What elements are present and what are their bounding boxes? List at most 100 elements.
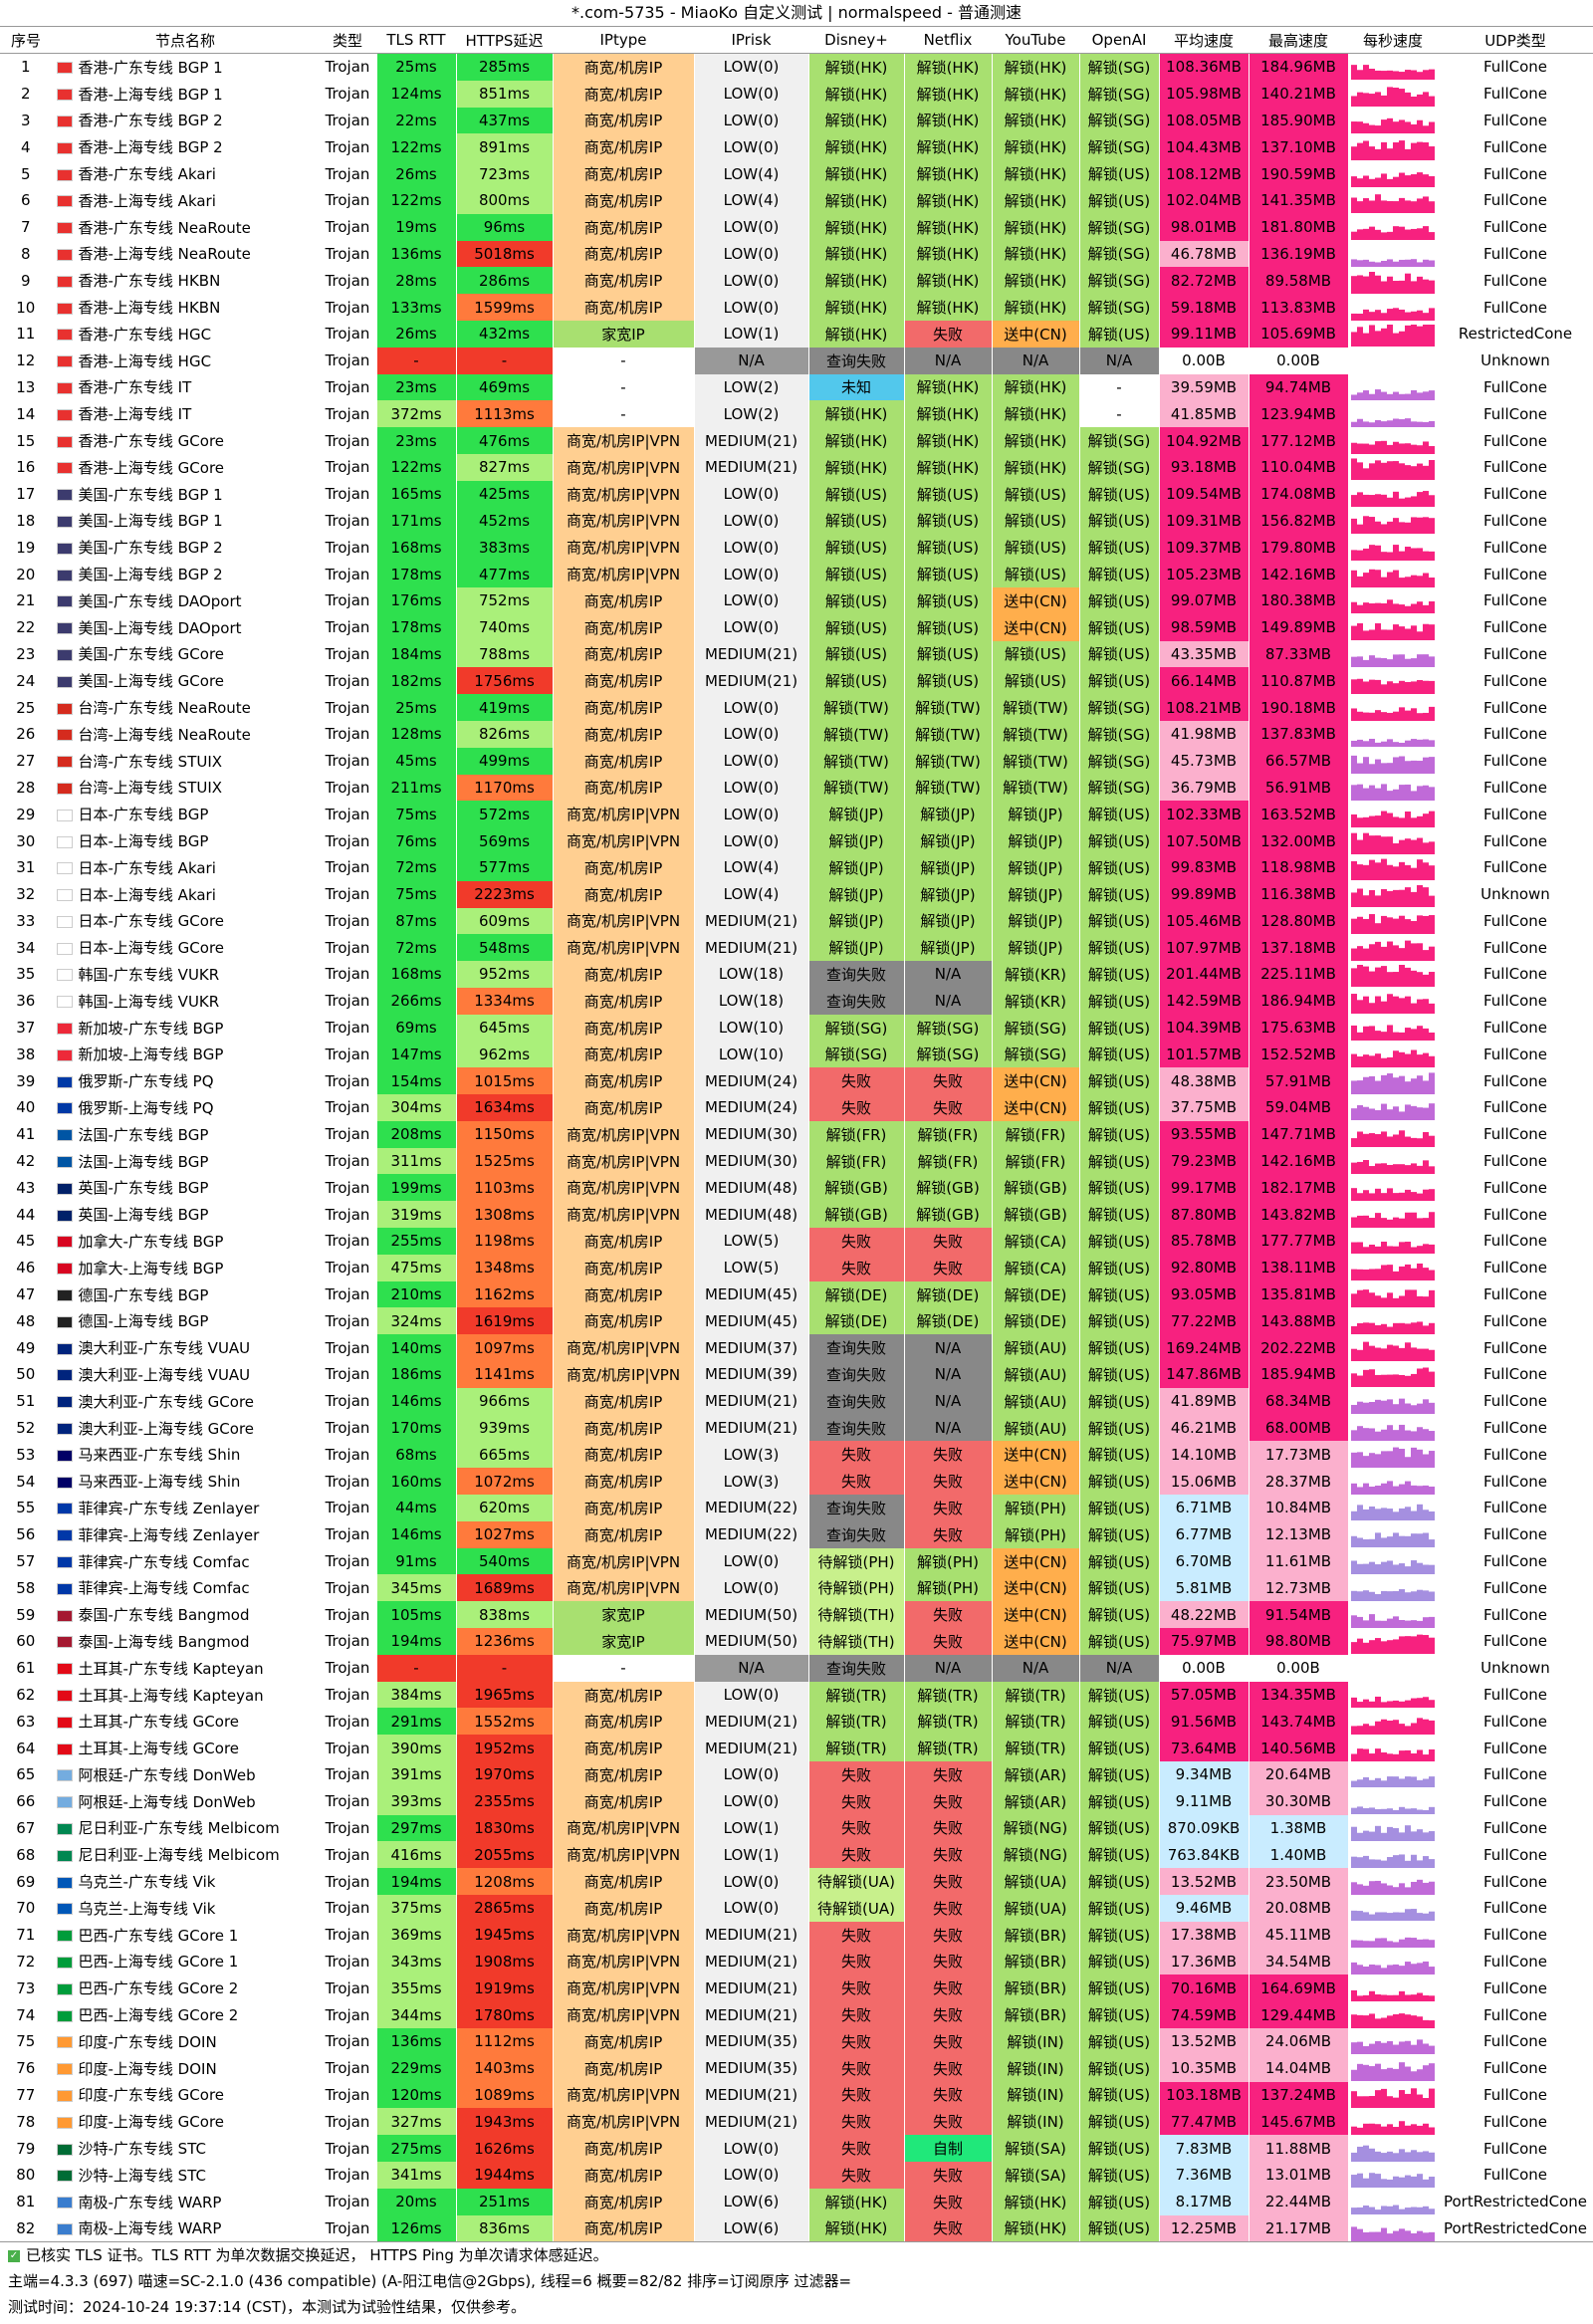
disney-status: 失败 (808, 1468, 905, 1496)
in-flag-icon (56, 2089, 73, 2102)
avg-speed-text: 36.79MB (1170, 778, 1238, 797)
speed-bar (1356, 70, 1363, 81)
row-index-text: 42 (16, 1152, 36, 1171)
speed-sparkline (1348, 1948, 1439, 1975)
node-name-text: 乌克兰-上海专线 Vik (78, 1899, 216, 1918)
youtube-status: 解锁(JP) (992, 801, 1080, 828)
youtube-status-text: 解锁(AR) (1004, 1765, 1067, 1784)
max-speed: 175.63MB (1249, 1014, 1349, 1042)
avg-speed-text: 6.71MB (1175, 1499, 1233, 1517)
udp-type-text: FullCone (1482, 137, 1548, 156)
speed-bar (1350, 1452, 1357, 1468)
max-speed: 20.64MB (1249, 1761, 1349, 1788)
node-name-text: 香港-上海专线 NeaRoute (78, 245, 251, 264)
speed-bar (1404, 2093, 1411, 2108)
netflix-status: 失败 (904, 1468, 993, 1496)
ip-type: 商宽/机房IP (553, 213, 695, 241)
speed-bar (1386, 739, 1393, 748)
speed-bar (1422, 1832, 1429, 1841)
row-index-text: 21 (16, 591, 36, 610)
netflix-status: 解锁(HK) (904, 400, 993, 428)
avg-speed-text: 6.70MB (1175, 1552, 1233, 1571)
node-name-text: 德国-广东专线 BGP (78, 1285, 209, 1304)
avg-speed: 104.39MB (1159, 1014, 1250, 1042)
speed-bar (1350, 2208, 1357, 2215)
youtube-status-text: 解锁(SG) (1004, 1019, 1067, 1038)
speed-bar (1350, 1348, 1357, 1361)
ip-risk-text: LOW(5) (723, 1232, 780, 1251)
netflix-status-text: 解锁(US) (916, 618, 980, 637)
avg-speed: 41.85MB (1159, 400, 1250, 428)
speed-bar (1350, 948, 1357, 961)
tls-rtt-text: 133ms (390, 298, 442, 317)
youtube-status-text: 送中(CN) (1004, 591, 1067, 610)
protocol-type-text: Trojan (325, 325, 370, 344)
udp-type: FullCone (1438, 2054, 1593, 2082)
max-speed: 12.13MB (1249, 1520, 1349, 1548)
speed-bar (1410, 1698, 1417, 1708)
us-flag-icon (56, 515, 73, 528)
node-name-text: 新加坡-上海专线 BGP (78, 1046, 224, 1064)
speed-bar (1356, 1426, 1363, 1442)
node-name: 泰国-广东专线 Bangmod (52, 1601, 320, 1629)
openai-status: 解锁(US) (1079, 1334, 1160, 1362)
row-index-text: 79 (16, 2139, 36, 2158)
youtube-status: 解锁(UA) (992, 1868, 1080, 1895)
avg-speed: 99.83MB (1159, 853, 1250, 881)
https-latency: 569ms (456, 827, 554, 854)
ip-type: 商宽/机房IP (553, 694, 695, 721)
protocol-type: Trojan (319, 640, 377, 668)
node-name: 法国-上海专线 BGP (52, 1147, 320, 1175)
speed-sparkline (1348, 1520, 1439, 1548)
protocol-type: Trojan (319, 1201, 377, 1229)
row-index: 35 (0, 961, 53, 988)
ip-type-text: 商宽/机房IP|VPN (566, 832, 681, 850)
speed-bar (1362, 741, 1369, 748)
udp-type-text: FullCone (1482, 1338, 1548, 1357)
speed-sparkline (1348, 1067, 1439, 1095)
disney-status: 解锁(HK) (808, 107, 905, 134)
speed-bar (1422, 1296, 1429, 1308)
table-row: 1 香港-广东专线 BGP 1 Trojan 25ms 285ms 商宽/机房IP LOW(… (0, 53, 1593, 81)
udp-type-text: FullCone (1482, 1071, 1548, 1090)
row-index: 47 (0, 1280, 53, 1308)
speed-sparkline (1348, 107, 1439, 134)
speed-bar (1410, 1191, 1417, 1201)
openai-status-text: 解锁(US) (1087, 939, 1151, 958)
max-speed: 105.69MB (1249, 320, 1349, 348)
protocol-type-text: Trojan (325, 431, 370, 450)
node-name: 印度-广东专线 DOIN (52, 2027, 320, 2055)
tls-rtt-text: 211ms (390, 778, 442, 797)
speed-sparkline (1348, 880, 1439, 908)
protocol-type-text: Trojan (325, 1578, 370, 1597)
speed-bar (1422, 2065, 1429, 2082)
netflix-status: 解锁(GB) (904, 1201, 993, 1229)
speed-bar (1350, 1697, 1357, 1708)
speed-bar (1422, 654, 1429, 667)
ip-risk-text: LOW(0) (723, 2139, 780, 2158)
avg-speed-text: 85.78MB (1170, 1232, 1238, 1251)
https-latency-text: 5018ms (474, 244, 535, 263)
speed-bar (1416, 492, 1423, 508)
my-flag-icon (56, 1449, 73, 1462)
youtube-status: 解锁(BR) (992, 1975, 1080, 2002)
ip-type-text: - (620, 404, 626, 423)
avg-speed: 109.37MB (1159, 534, 1250, 562)
speed-bar (1416, 1053, 1423, 1067)
speed-bar (1350, 2175, 1357, 2189)
row-index: 52 (0, 1414, 53, 1442)
tw-flag-icon (56, 729, 73, 742)
disney-status-text: 解锁(FR) (825, 1152, 887, 1171)
ip-risk-text: MEDIUM(21) (704, 1739, 798, 1757)
tls-rtt: 393ms (376, 1787, 457, 1815)
udp-type-text: FullCone (1482, 1792, 1548, 1811)
header-cell: Netflix (904, 27, 992, 54)
table-row: 20 美国-上海专线 BGP 2 Trojan 178ms 477ms 商宽/机房IP|V… (0, 561, 1593, 587)
speed-bar (1404, 1592, 1411, 1601)
openai-status: 解锁(US) (1079, 853, 1160, 881)
speed-bar (1356, 418, 1363, 427)
disney-status: 解锁(HK) (808, 213, 905, 241)
row-index-text: 35 (16, 965, 36, 984)
speed-bar (1350, 1989, 1357, 2001)
disney-status: 失败 (808, 2001, 905, 2028)
